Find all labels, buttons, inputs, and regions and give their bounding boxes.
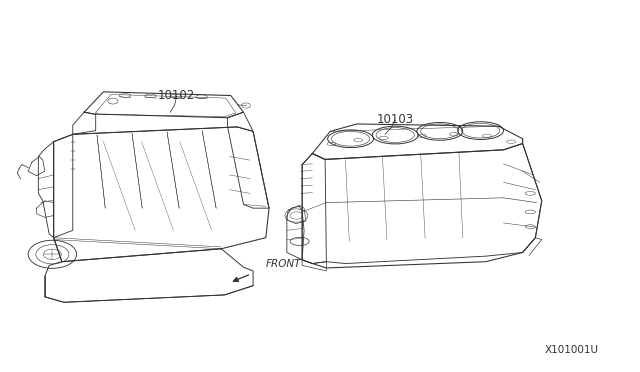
Text: 10103: 10103	[376, 113, 413, 126]
Text: X101001U: X101001U	[545, 345, 598, 355]
Text: 10102: 10102	[158, 89, 195, 102]
Text: FRONT: FRONT	[266, 259, 301, 269]
